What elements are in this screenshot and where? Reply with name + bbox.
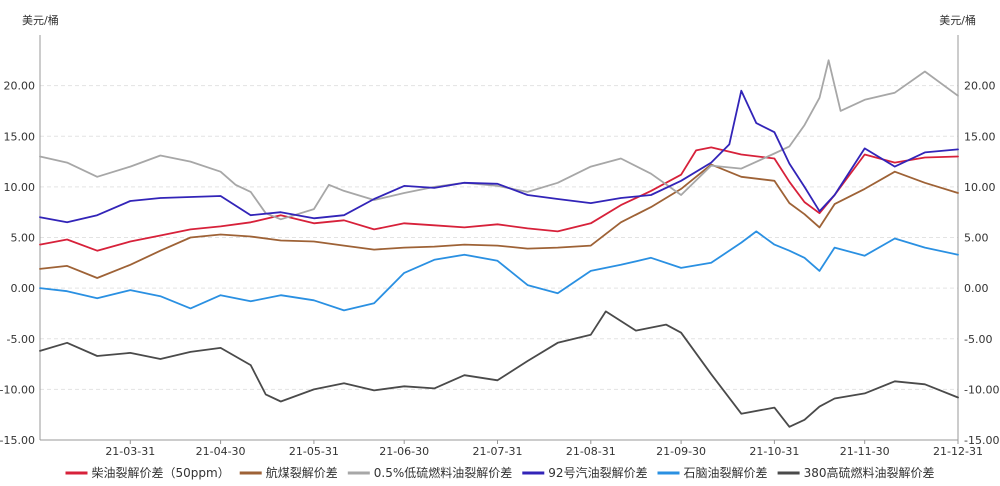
x-tick-label: 21-12-31 xyxy=(933,445,983,458)
legend-item[interactable]: 航煤裂解价差 xyxy=(239,465,338,480)
y-axis-unit-right: 美元/桶 xyxy=(939,13,976,27)
y-tick-label-right: 5.00 xyxy=(964,232,989,245)
y-tick-label-right: 10.00 xyxy=(964,181,996,194)
legend-item[interactable]: 0.5%低硫燃料油裂解价差 xyxy=(347,465,513,480)
series-line-1 xyxy=(39,146,959,252)
x-tick-label: 21-06-30 xyxy=(379,445,429,458)
y-tick-label-right: -10.00 xyxy=(964,383,999,396)
legend-label: 柴油裂解价差（50ppm） xyxy=(92,466,230,480)
axis-layer: -15.00 -15.00 -10.00 -10.00 -5.00 -5.00 0.00 0.… xyxy=(0,35,999,458)
series-line-2 xyxy=(39,163,959,279)
y-tick-label-left: -15.00 xyxy=(0,434,35,447)
legend-item[interactable]: 石脑油裂解价差 xyxy=(657,466,768,480)
x-tick-label: 21-08-31 xyxy=(566,445,616,458)
legend-item[interactable]: 380高硫燃料油裂解价差 xyxy=(777,465,935,480)
y-tick-label-left: 10.00 xyxy=(4,181,36,194)
legend-label: 航煤裂解价差 xyxy=(266,465,338,480)
y-tick-label-left: 0.00 xyxy=(11,282,36,295)
x-tick-label: 21-10-31 xyxy=(749,445,799,458)
series-line-5 xyxy=(39,230,959,312)
y-tick-label-left: 5.00 xyxy=(11,232,36,245)
series-layer xyxy=(39,59,959,428)
legend-label: 石脑油裂解价差 xyxy=(684,466,768,480)
x-tick-label: 21-11-30 xyxy=(840,445,890,458)
series-line-4 xyxy=(39,89,959,224)
y-tick-label-left: -10.00 xyxy=(0,383,35,396)
y-tick-label-left: -5.00 xyxy=(7,333,35,346)
y-tick-label-right: 0.00 xyxy=(964,282,989,295)
x-tick-label: 21-04-30 xyxy=(196,445,246,458)
x-tick-label: 21-09-30 xyxy=(656,445,706,458)
legend-item[interactable]: 92号汽油裂解价差 xyxy=(522,465,648,480)
y-tick-label-right: 20.00 xyxy=(964,80,996,93)
y-tick-label-left: 20.00 xyxy=(4,80,36,93)
series-line-3 xyxy=(39,59,959,221)
legend-item[interactable]: 柴油裂解价差（50ppm） xyxy=(65,466,230,480)
legend-label: 0.5%低硫燃料油裂解价差 xyxy=(374,465,513,480)
series-line-6 xyxy=(39,310,959,428)
legend-label: 380高硫燃料油裂解价差 xyxy=(804,465,935,480)
legend: 柴油裂解价差（50ppm） 航煤裂解价差 0.5%低硫燃料油裂解价差 92号汽油裂解价… xyxy=(65,465,935,480)
x-tick-label: 21-07-31 xyxy=(473,445,523,458)
y-tick-label-right: -15.00 xyxy=(964,434,999,447)
legend-label: 92号汽油裂解价差 xyxy=(548,465,647,480)
y-tick-label-right: -5.00 xyxy=(964,333,992,346)
y-axis-unit-left: 美元/桶 xyxy=(22,13,59,27)
y-tick-label-left: 15.00 xyxy=(4,130,36,143)
x-tick-label: 21-05-31 xyxy=(289,445,339,458)
y-tick-label-right: 15.00 xyxy=(964,130,996,143)
x-tick-label: 21-03-31 xyxy=(105,445,155,458)
